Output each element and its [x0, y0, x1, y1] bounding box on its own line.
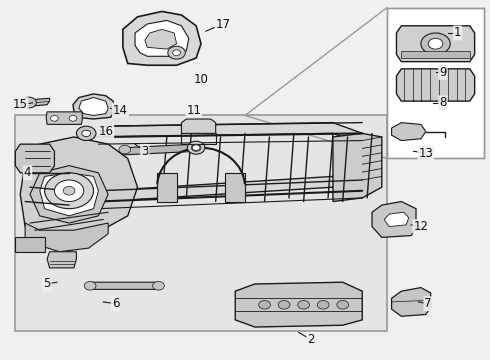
Circle shape [45, 173, 94, 209]
Circle shape [168, 46, 185, 59]
Polygon shape [25, 223, 108, 252]
Text: 14: 14 [113, 104, 128, 117]
Bar [15, 116, 387, 330]
Polygon shape [15, 144, 54, 173]
Circle shape [187, 141, 205, 154]
Polygon shape [98, 176, 362, 202]
Circle shape [191, 144, 201, 151]
Circle shape [50, 116, 58, 121]
Circle shape [259, 301, 270, 309]
Circle shape [318, 301, 329, 309]
Polygon shape [47, 252, 76, 268]
Polygon shape [15, 237, 45, 252]
Polygon shape [123, 144, 196, 155]
Bar [387, 8, 485, 158]
Circle shape [84, 282, 96, 290]
Polygon shape [392, 123, 426, 140]
Polygon shape [25, 98, 49, 107]
Polygon shape [20, 144, 45, 158]
Circle shape [337, 301, 348, 309]
Polygon shape [89, 282, 159, 289]
Polygon shape [123, 12, 201, 65]
Text: 12: 12 [414, 220, 428, 233]
Text: 1: 1 [454, 27, 461, 40]
Text: 17: 17 [216, 18, 230, 31]
Polygon shape [181, 119, 216, 134]
Polygon shape [392, 288, 431, 316]
Text: 15: 15 [13, 98, 27, 111]
Circle shape [153, 282, 164, 290]
Polygon shape [372, 202, 416, 237]
Circle shape [54, 180, 84, 202]
Text: 13: 13 [418, 147, 433, 159]
Polygon shape [40, 173, 98, 216]
Polygon shape [396, 69, 475, 101]
Circle shape [172, 50, 180, 55]
Polygon shape [135, 21, 189, 56]
Text: 11: 11 [186, 104, 201, 117]
Polygon shape [235, 282, 362, 327]
Text: 5: 5 [44, 278, 51, 291]
Circle shape [63, 186, 75, 195]
Polygon shape [401, 51, 470, 58]
Polygon shape [396, 26, 475, 62]
Polygon shape [145, 30, 176, 49]
Polygon shape [20, 137, 138, 237]
Circle shape [192, 145, 200, 150]
Circle shape [428, 39, 443, 49]
Circle shape [298, 301, 310, 309]
Text: 9: 9 [439, 66, 447, 79]
Text: 3: 3 [141, 145, 148, 158]
Circle shape [119, 145, 131, 154]
Polygon shape [30, 166, 108, 223]
Circle shape [76, 126, 96, 140]
Circle shape [278, 301, 290, 309]
Polygon shape [73, 94, 116, 119]
Polygon shape [98, 123, 362, 144]
Circle shape [421, 33, 450, 54]
Text: 4: 4 [24, 166, 31, 179]
Text: 6: 6 [112, 297, 119, 310]
Polygon shape [333, 134, 382, 202]
Polygon shape [384, 212, 409, 226]
Polygon shape [157, 173, 176, 202]
Polygon shape [225, 173, 245, 202]
Text: 10: 10 [194, 73, 208, 86]
Text: 2: 2 [307, 333, 315, 346]
Text: 8: 8 [439, 96, 446, 109]
Polygon shape [46, 112, 82, 125]
Text: 16: 16 [98, 125, 113, 138]
Circle shape [82, 130, 91, 136]
Text: 7: 7 [424, 297, 432, 310]
Circle shape [69, 116, 77, 121]
Polygon shape [79, 98, 108, 116]
Circle shape [22, 97, 36, 108]
